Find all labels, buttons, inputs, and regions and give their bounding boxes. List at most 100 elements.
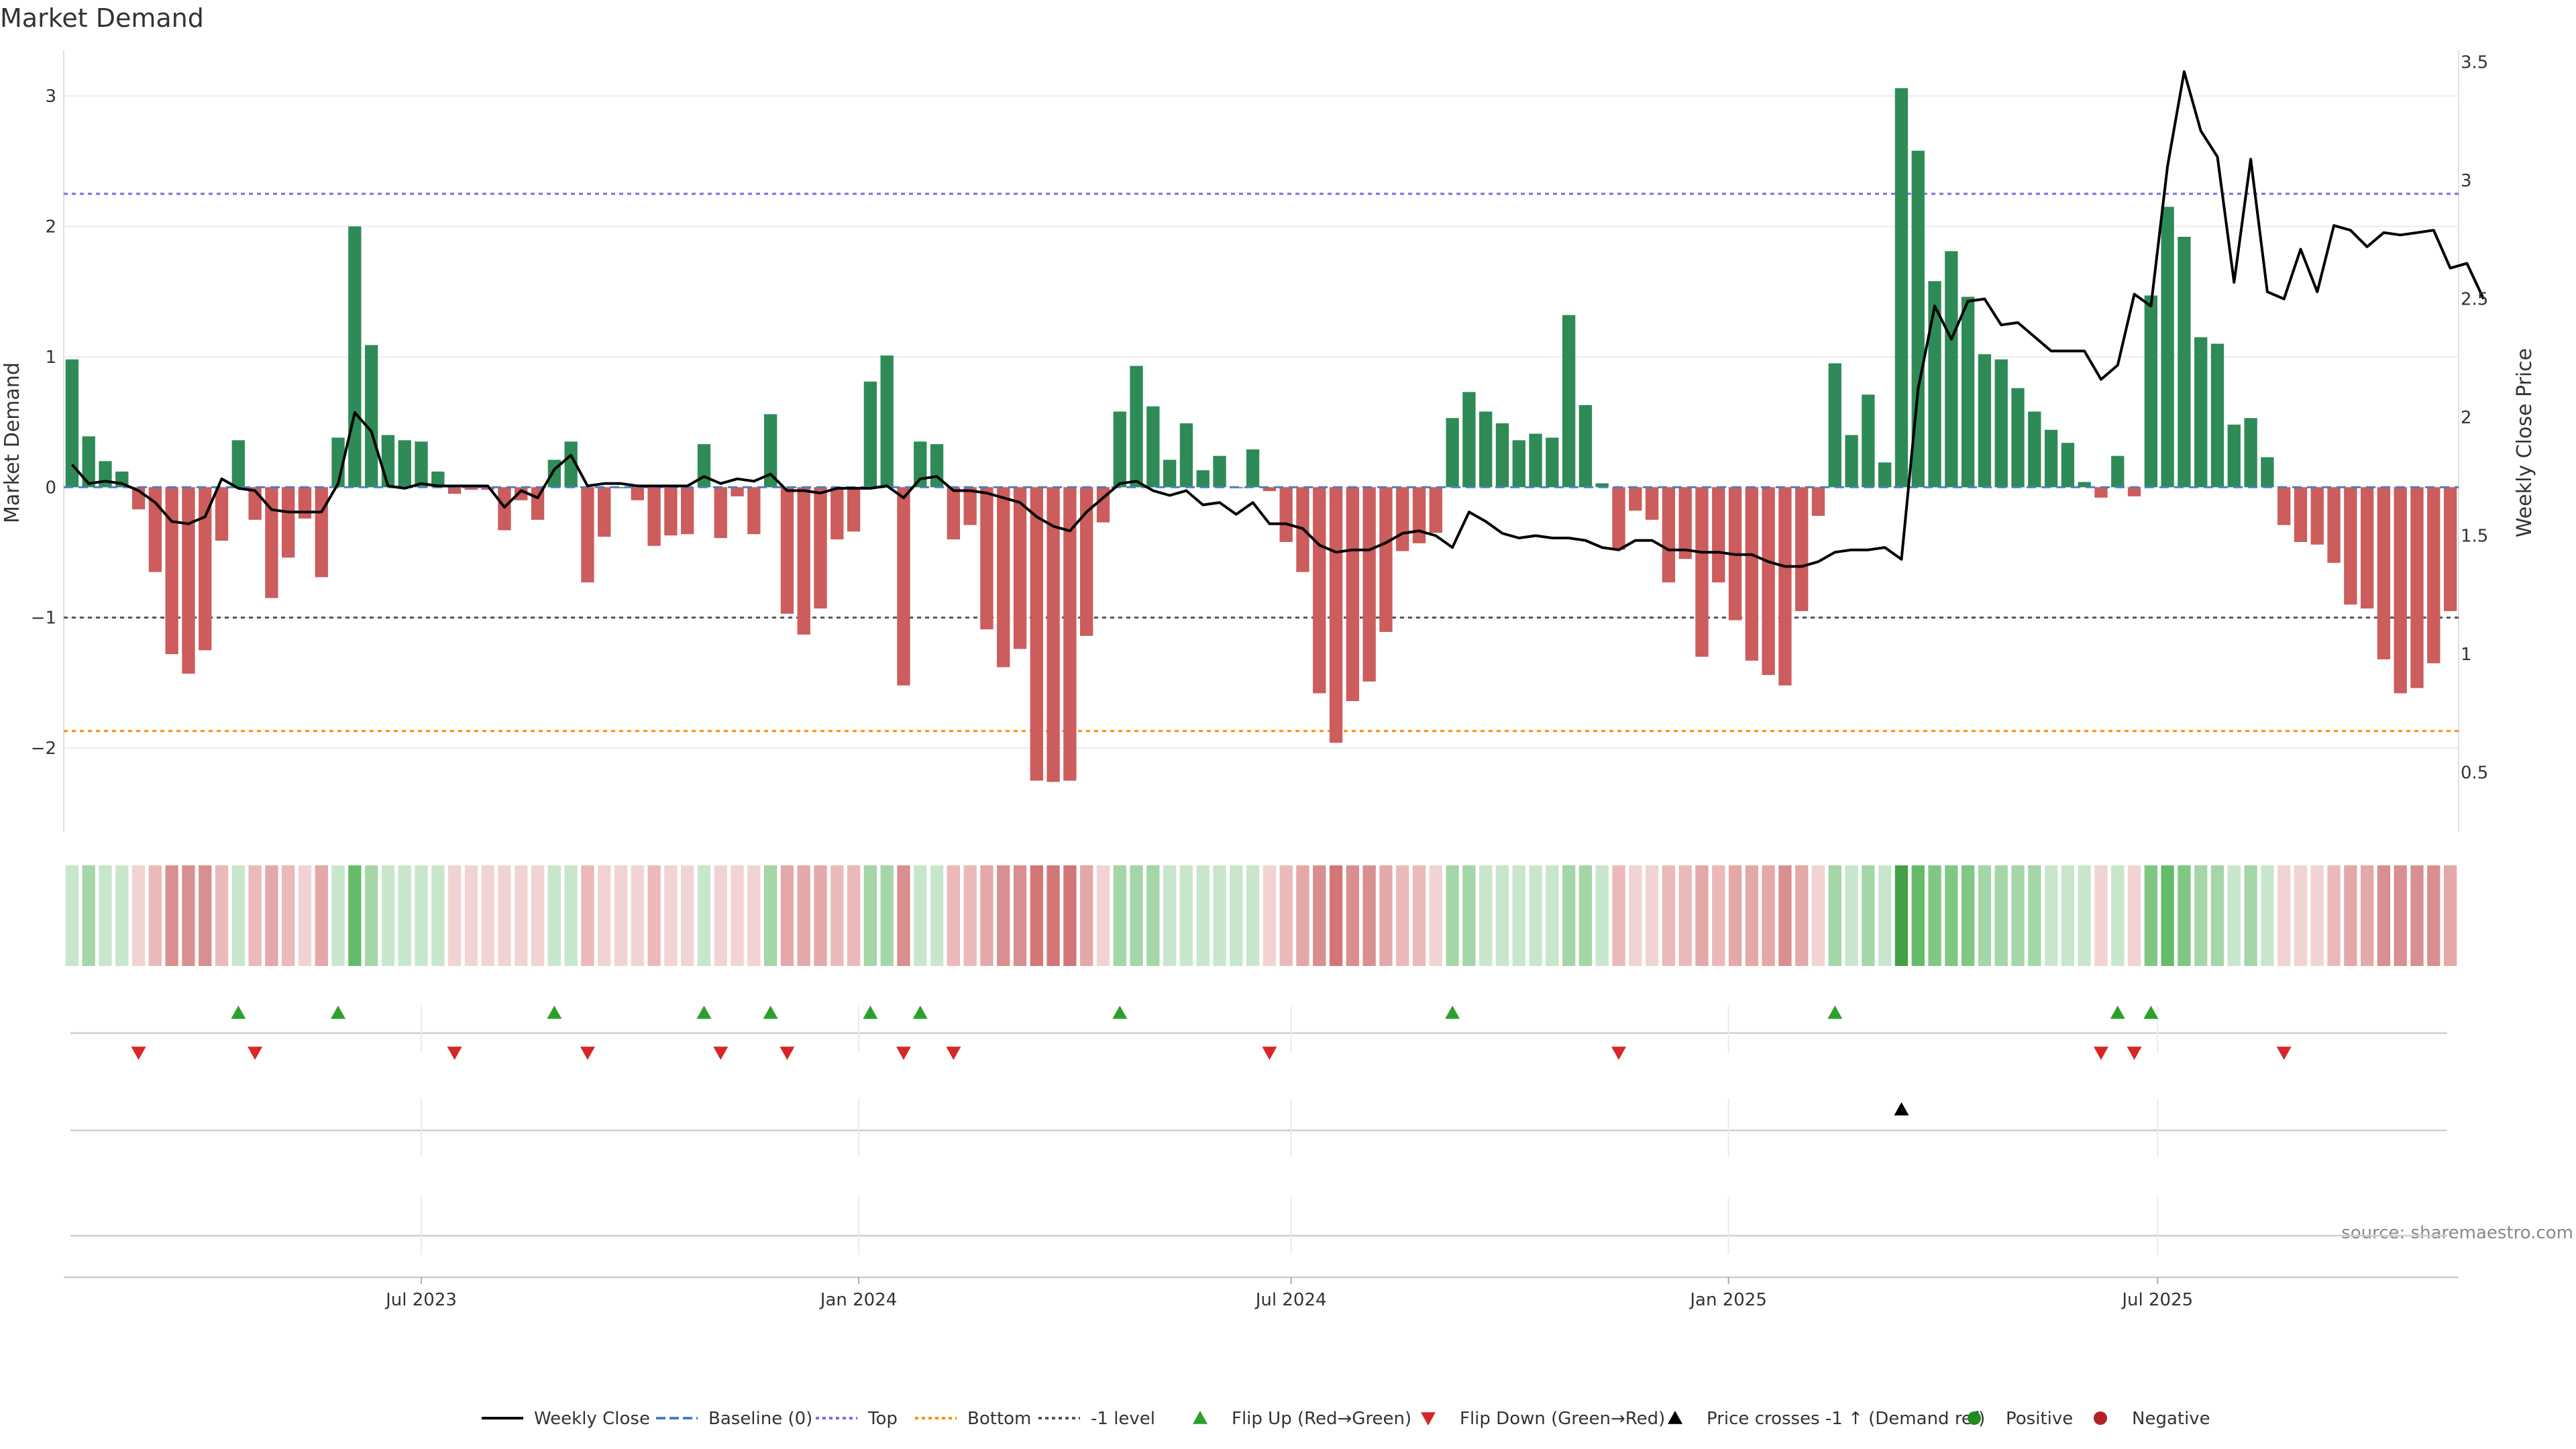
demand-bar xyxy=(814,487,827,609)
legend-item: Positive xyxy=(1968,1409,2073,1429)
legend-item: Top xyxy=(816,1409,898,1429)
demand-bar xyxy=(2028,411,2041,488)
demand-bar xyxy=(1030,487,1043,781)
source-attribution: source: sharemaestro.com xyxy=(2341,1223,2573,1243)
strip-cell xyxy=(1096,865,1110,966)
demand-bar xyxy=(681,487,694,535)
flip-down-marker xyxy=(2127,1046,2142,1060)
strip-cell xyxy=(1911,865,1925,966)
strip-cell xyxy=(1362,865,1376,966)
flip-up-marker xyxy=(1827,1006,1843,1019)
strip-cell xyxy=(1811,865,1825,966)
demand-heat-strip xyxy=(65,865,2457,966)
strip-cell xyxy=(1978,865,1992,966)
demand-bar xyxy=(165,487,178,655)
strip-cell xyxy=(631,865,644,966)
strip-cell xyxy=(1612,865,1625,966)
strip-cell xyxy=(1745,865,1759,966)
y-axis-label-left: Market Demand xyxy=(1,362,24,523)
gridlines xyxy=(63,50,2459,832)
strip-cell xyxy=(2427,865,2440,966)
strip-cell xyxy=(1645,865,1659,966)
demand-bar xyxy=(1013,487,1027,649)
strip-cell xyxy=(647,865,661,966)
strip-cell xyxy=(1762,865,1775,966)
demand-bar xyxy=(1213,455,1226,488)
strip-cell xyxy=(1446,865,1459,966)
demand-bar xyxy=(997,487,1010,667)
strip-cell xyxy=(2111,865,2125,966)
legend-label: Price crosses -1 ↑ (Demand ref) xyxy=(1707,1409,1985,1429)
demand-bar xyxy=(298,487,312,519)
strip-cell xyxy=(1629,865,1642,966)
demand-bar xyxy=(2227,424,2241,488)
demand-bar xyxy=(1862,394,1875,488)
strip-cell xyxy=(215,865,229,966)
demand-bar xyxy=(2377,487,2391,659)
demand-bar xyxy=(431,471,445,488)
strip-cell xyxy=(1662,865,1676,966)
demand-bar xyxy=(1578,405,1593,488)
strip-cell xyxy=(231,865,245,966)
strip-cell xyxy=(431,865,445,966)
strip-cell xyxy=(1828,865,1841,966)
legend-swatch xyxy=(1668,1411,1682,1424)
strip-cell xyxy=(199,865,212,966)
demand-bar xyxy=(1762,487,1775,676)
flip-down-marker xyxy=(946,1046,961,1060)
demand-bar xyxy=(1080,487,1093,636)
demand-bar xyxy=(2360,487,2374,609)
legend: Weekly Close Baseline (0) Top Bottom -1 leve… xyxy=(482,1409,2210,1429)
strip-cell xyxy=(65,865,79,966)
strip-cell xyxy=(863,865,877,966)
strip-cell xyxy=(82,865,95,966)
y-tick-label-left: 0 xyxy=(45,478,56,498)
demand-bar xyxy=(1113,411,1126,488)
strip-cell xyxy=(598,865,611,966)
demand-bar xyxy=(99,461,112,488)
price-cross-marker xyxy=(1894,1102,1909,1116)
strip-cell xyxy=(381,865,395,966)
strip-cell xyxy=(415,865,428,966)
x-axis: Jul 2023 Jan 2024 Jul 2024 Jan 2025 Jul 2025 xyxy=(64,1276,2459,1310)
strip-cell xyxy=(1080,865,1093,966)
demand-bar xyxy=(631,487,644,500)
demand-bar xyxy=(1595,483,1609,488)
demand-bar xyxy=(747,487,761,535)
legend-item: Baseline (0) xyxy=(656,1409,812,1429)
flip-up-marker xyxy=(863,1006,878,1019)
strip-cell xyxy=(1495,865,1509,966)
demand-bar xyxy=(1645,487,1659,520)
strip-cell xyxy=(914,865,927,966)
demand-bar xyxy=(963,487,977,525)
strip-cell xyxy=(1013,865,1027,966)
demand-bar xyxy=(1179,423,1193,488)
demand-bar xyxy=(2094,487,2108,498)
demand-bar xyxy=(2344,487,2357,605)
demand-bar xyxy=(1163,460,1177,488)
strip-cell xyxy=(1862,865,1875,966)
strip-cell xyxy=(681,865,694,966)
demand-bar xyxy=(1279,487,1293,542)
y-tick-label-left: 1 xyxy=(45,347,56,368)
demand-bar xyxy=(481,487,494,490)
strip-cell xyxy=(1146,865,1160,966)
demand-bar xyxy=(148,487,162,572)
strip-cell xyxy=(2078,865,2091,966)
demand-bar xyxy=(447,487,462,494)
demand-bar xyxy=(364,345,378,488)
x-tick-label: Jan 2024 xyxy=(819,1290,898,1310)
strip-cell xyxy=(2210,865,2224,966)
demand-bar xyxy=(2044,429,2058,488)
demand-bar xyxy=(1412,487,1426,543)
demand-bar xyxy=(464,487,478,490)
strip-cell xyxy=(797,865,810,966)
legend-label: Bottom xyxy=(967,1409,1031,1429)
strip-cell xyxy=(1329,865,1343,966)
strip-cell xyxy=(447,865,462,966)
strip-cell xyxy=(498,865,511,966)
demand-bar xyxy=(215,487,229,541)
strip-cell xyxy=(697,865,711,966)
demand-bar xyxy=(1362,487,1376,682)
demand-bar xyxy=(231,440,245,488)
